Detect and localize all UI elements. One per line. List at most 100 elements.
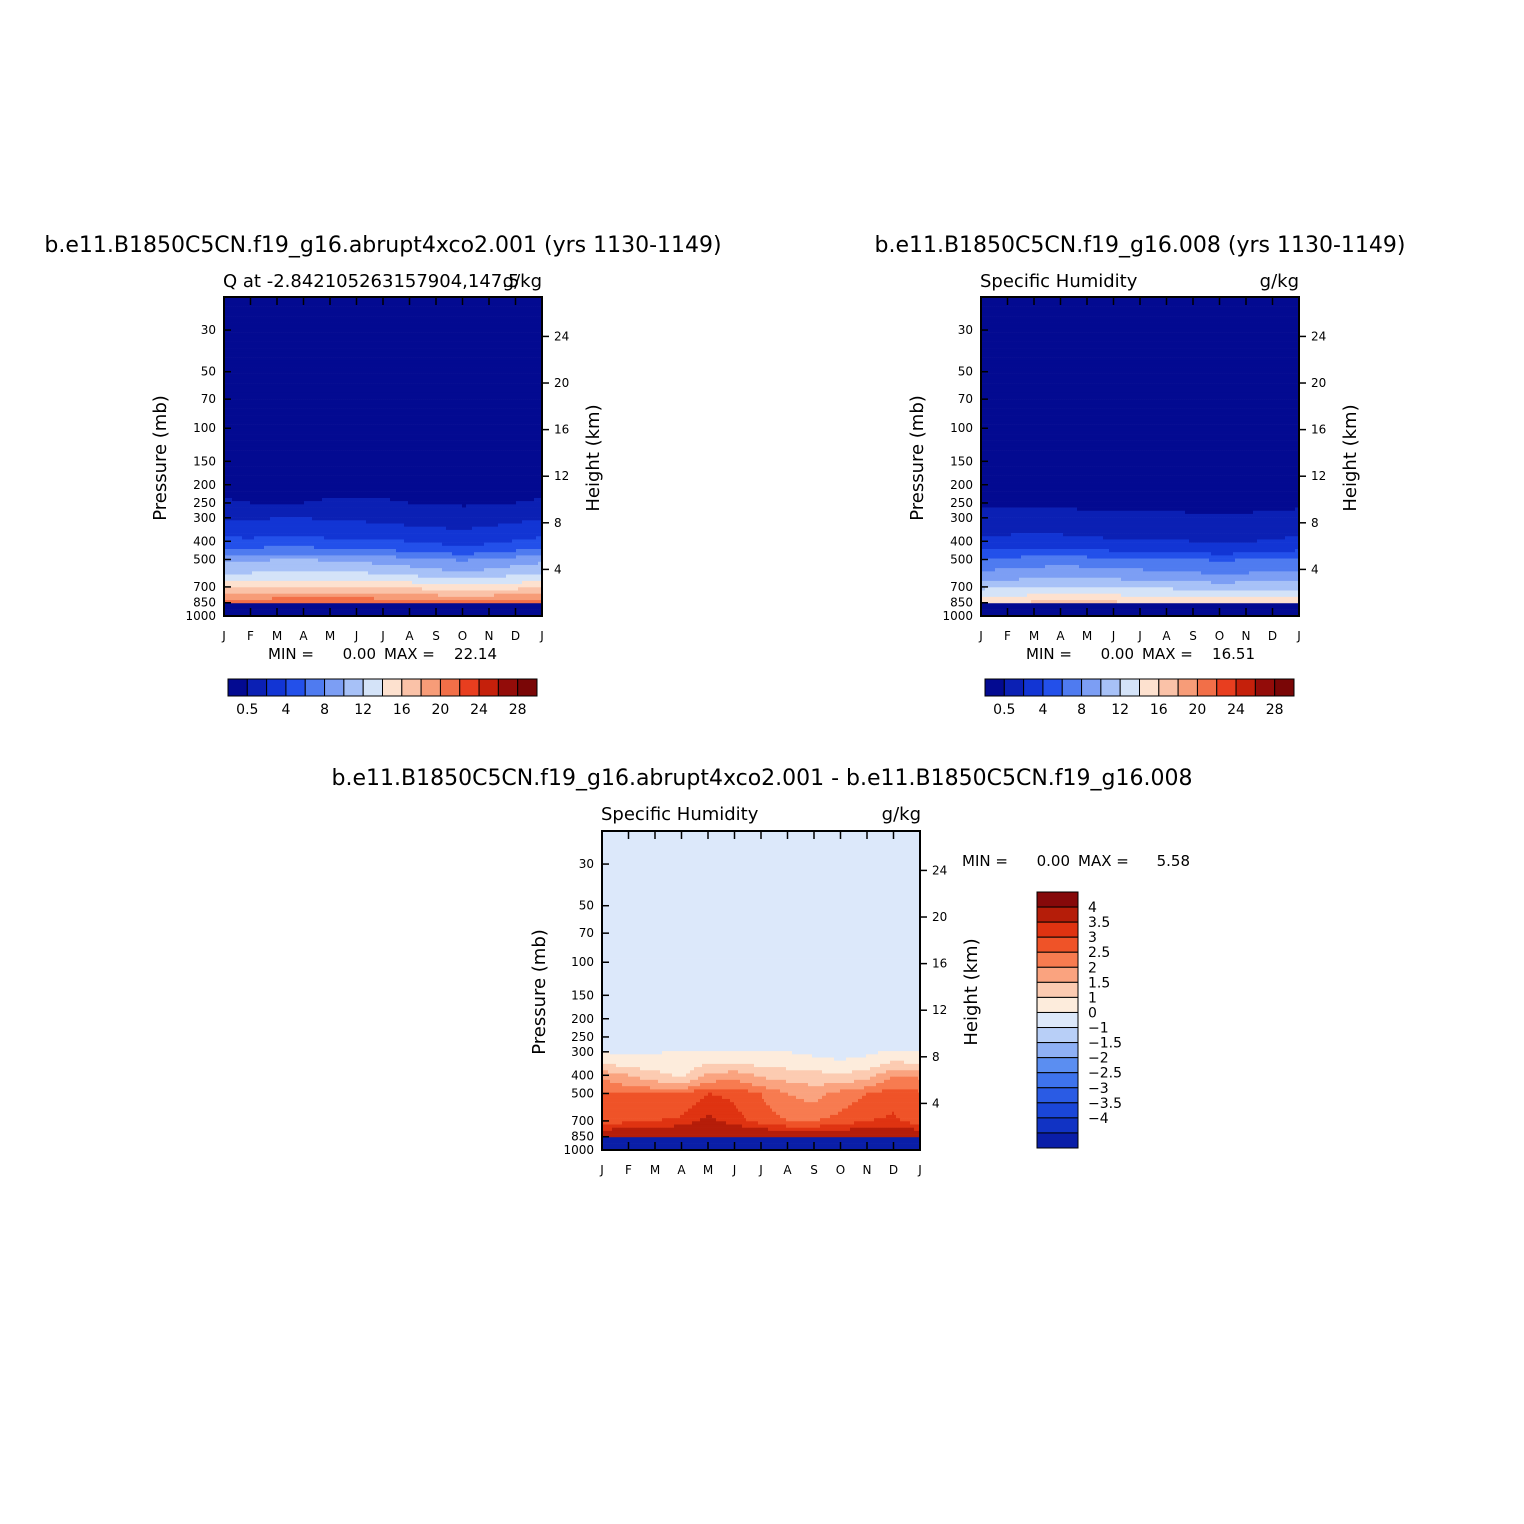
field-cell — [256, 581, 258, 584]
field-cell — [244, 399, 246, 402]
field-cell — [258, 508, 260, 511]
field-cell — [230, 405, 232, 408]
field-cell — [264, 418, 266, 421]
field-cell — [242, 326, 244, 329]
field-cell — [260, 358, 262, 361]
field-cell — [274, 533, 276, 536]
field-cell — [242, 319, 244, 322]
field-cell — [262, 338, 264, 341]
field-cell — [246, 488, 248, 491]
field-cell — [232, 303, 234, 306]
field-cell — [272, 377, 274, 380]
field-cell — [238, 332, 240, 335]
field-cell — [272, 303, 274, 306]
field-cell — [238, 351, 240, 354]
field-cell — [270, 329, 272, 332]
field-cell — [246, 428, 248, 431]
field-cell — [244, 533, 246, 536]
field-cell — [246, 409, 248, 412]
field-cell — [268, 345, 270, 348]
field-cell — [282, 444, 284, 447]
field-cell — [230, 552, 232, 555]
field-cell — [232, 504, 234, 507]
field-cell — [230, 345, 232, 348]
field-cell — [250, 578, 252, 581]
field-cell — [252, 469, 254, 472]
field-cell — [262, 307, 264, 310]
field-cell — [272, 453, 274, 456]
field-cell — [252, 405, 254, 408]
field-cell — [288, 409, 290, 412]
field-cell — [226, 332, 228, 335]
field-cell — [238, 361, 240, 364]
field-cell — [272, 415, 274, 418]
field-cell — [232, 603, 234, 606]
field-cell — [290, 428, 292, 431]
field-cell — [228, 492, 230, 495]
field-cell — [278, 575, 280, 578]
field-cell — [270, 310, 272, 313]
field-cell — [262, 421, 264, 424]
field-cell — [286, 425, 288, 428]
field-cell — [288, 555, 290, 558]
field-cell — [292, 370, 294, 373]
field-cell — [232, 450, 234, 453]
field-cell — [250, 555, 252, 558]
field-cell — [248, 472, 250, 475]
field-cell — [282, 342, 284, 345]
field-cell — [258, 367, 260, 370]
field-cell — [286, 319, 288, 322]
field-cell — [288, 610, 290, 613]
field-cell — [276, 482, 278, 485]
field-cell — [286, 578, 288, 581]
field-cell — [288, 530, 290, 533]
field-cell — [276, 313, 278, 316]
field-cell — [266, 428, 268, 431]
field-cell — [230, 504, 232, 507]
field-cell — [262, 358, 264, 361]
field-cell — [256, 606, 258, 609]
field-cell — [288, 498, 290, 501]
field-cell — [228, 447, 230, 450]
field-cell — [272, 472, 274, 475]
field-cell — [282, 498, 284, 501]
field-cell — [268, 508, 270, 511]
field-cell — [254, 351, 256, 354]
field-cell — [284, 552, 286, 555]
field-cell — [288, 405, 290, 408]
field-cell — [246, 396, 248, 399]
field-cell — [258, 396, 260, 399]
field-cell — [250, 463, 252, 466]
field-cell — [244, 606, 246, 609]
field-cell — [232, 386, 234, 389]
field-cell — [242, 300, 244, 303]
field-cell — [264, 399, 266, 402]
field-cell — [230, 409, 232, 412]
field-cell — [228, 555, 230, 558]
field-cell — [232, 479, 234, 482]
field-cell — [282, 390, 284, 393]
field-cell — [234, 307, 236, 310]
field-cell — [248, 543, 250, 546]
field-cell — [248, 348, 250, 351]
field-cell — [242, 517, 244, 520]
field-cell — [254, 460, 256, 463]
field-cell — [272, 523, 274, 526]
field-cell — [228, 606, 230, 609]
field-cell — [252, 597, 254, 600]
field-cell — [256, 319, 258, 322]
field-cell — [270, 450, 272, 453]
field-cell — [258, 329, 260, 332]
field-cell — [258, 421, 260, 424]
field-cell — [280, 495, 282, 498]
field-cell — [232, 457, 234, 460]
field-cell — [256, 367, 258, 370]
field-cell — [252, 431, 254, 434]
field-cell — [238, 323, 240, 326]
field-cell — [252, 520, 254, 523]
field-cell — [246, 597, 248, 600]
field-cell — [284, 479, 286, 482]
field-cell — [276, 444, 278, 447]
field-cell — [254, 316, 256, 319]
field-cell — [234, 527, 236, 530]
